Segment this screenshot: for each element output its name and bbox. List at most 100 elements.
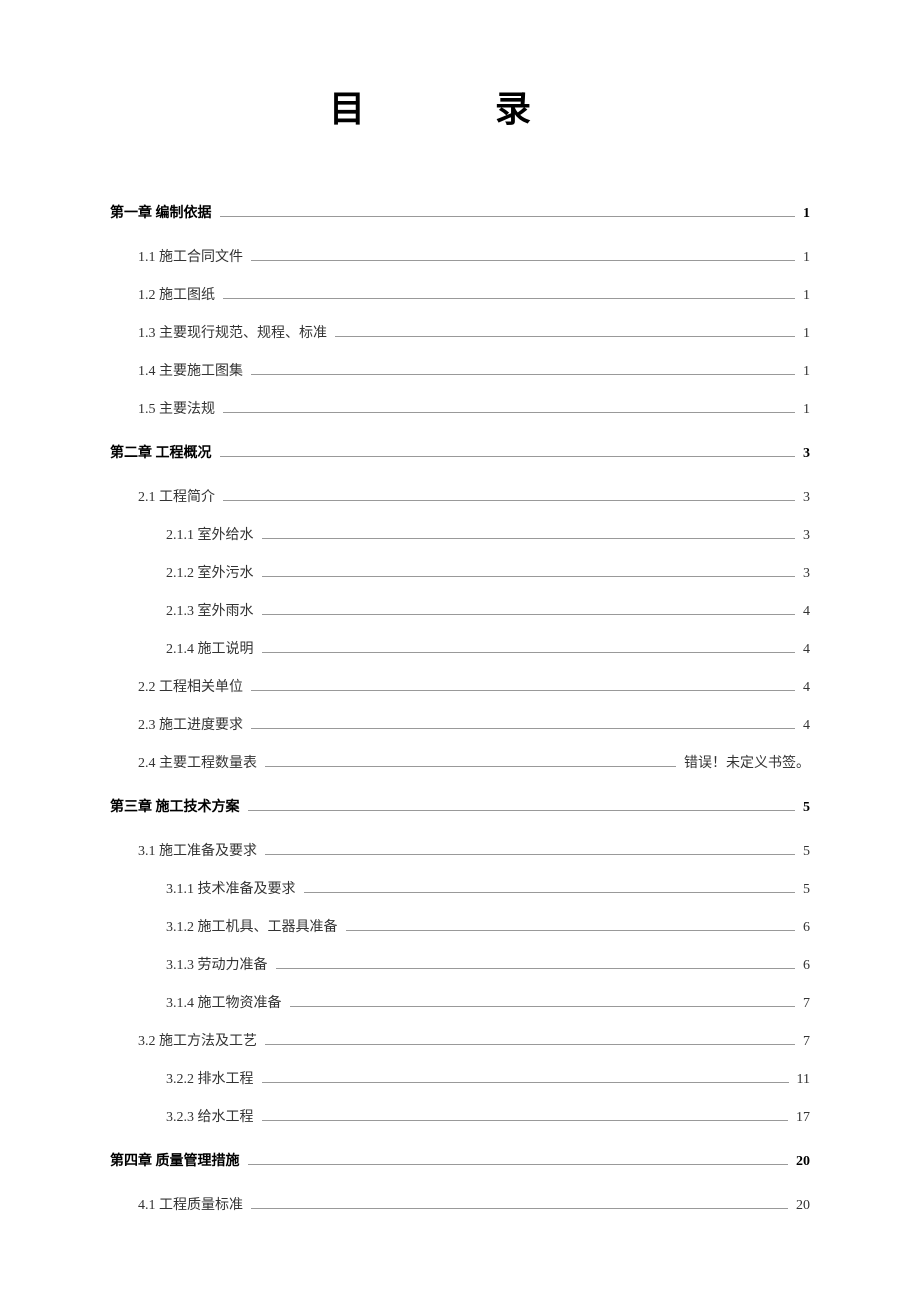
toc-row: 3.1.4 施工物资准备7 xyxy=(110,992,810,1012)
toc-label: 2.1.2 室外污水 xyxy=(166,562,258,582)
toc-label: 2.4 主要工程数量表 xyxy=(138,752,261,772)
toc-row: 2.1.2 室外污水 3 xyxy=(110,562,810,582)
toc-page: 1 xyxy=(799,206,810,222)
toc-label: 3.2.3 给水工程 xyxy=(166,1106,258,1126)
toc-page: 4 xyxy=(799,680,810,696)
toc-label: 3.1.3 劳动力准备 xyxy=(166,954,272,974)
toc-leader xyxy=(251,260,795,261)
toc-page: 1 xyxy=(799,364,810,380)
toc-leader xyxy=(248,810,796,811)
toc-page: 1 xyxy=(799,402,810,418)
toc-leader xyxy=(220,456,796,457)
toc-row: 2.4 主要工程数量表 错误！未定义书签。 xyxy=(110,752,810,772)
toc-row: 第一章 编制依据 1 xyxy=(110,202,810,222)
toc-leader xyxy=(265,1044,795,1045)
toc-label: 1.3 主要现行规范、规程、标准 xyxy=(138,322,331,342)
toc-leader xyxy=(276,968,796,969)
toc-row: 3.1.2 施工机具、工器具准备 6 xyxy=(110,916,810,936)
toc-label: 1.1 施工合同文件 xyxy=(138,246,247,266)
toc-leader xyxy=(290,1006,796,1007)
toc-row: 2.3 施工进度要求 4 xyxy=(110,714,810,734)
toc-row: 1.2 施工图纸1 xyxy=(110,284,810,304)
toc-label: 3.2.2 排水工程 xyxy=(166,1068,258,1088)
toc-row: 2.1 工程简介 3 xyxy=(110,486,810,506)
toc-row: 2.1.1 室外给水 3 xyxy=(110,524,810,544)
toc-label: 2.1 工程简介 xyxy=(138,486,219,506)
toc-row: 3.1 施工准备及要求 5 xyxy=(110,840,810,860)
toc-row: 第三章 施工技术方案 5 xyxy=(110,796,810,816)
toc-row: 第四章 质量管理措施 20 xyxy=(110,1150,810,1170)
toc-row: 2.1.3 室外雨水 4 xyxy=(110,600,810,620)
toc-page: 7 xyxy=(799,1034,810,1050)
toc-leader xyxy=(262,1082,789,1083)
toc-container: 第一章 编制依据11.1 施工合同文件11.2 施工图纸11.3 主要现行规范、… xyxy=(110,202,810,1214)
toc-leader xyxy=(223,298,795,299)
toc-row: 4.1 工程质量标准 20 xyxy=(110,1194,810,1214)
toc-page: 20 xyxy=(792,1198,810,1214)
toc-leader xyxy=(248,1164,789,1165)
toc-page: 错误！未定义书签。 xyxy=(680,752,810,772)
toc-label: 3.1.2 施工机具、工器具准备 xyxy=(166,916,342,936)
toc-row: 3.1.3 劳动力准备 6 xyxy=(110,954,810,974)
toc-leader xyxy=(262,652,796,653)
toc-page: 5 xyxy=(799,844,810,860)
toc-row: 3.2.3 给水工程 17 xyxy=(110,1106,810,1126)
toc-row: 1.3 主要现行规范、规程、标准 1 xyxy=(110,322,810,342)
toc-leader xyxy=(304,892,796,893)
toc-leader xyxy=(223,412,795,413)
toc-label: 第二章 工程概况 xyxy=(110,442,216,462)
page-title: 目 录 xyxy=(110,80,810,132)
toc-label: 第一章 编制依据 xyxy=(110,202,216,222)
toc-page: 17 xyxy=(792,1110,810,1126)
toc-row: 2.1.4 施工说明 4 xyxy=(110,638,810,658)
toc-leader xyxy=(346,930,796,931)
toc-label: 2.2 工程相关单位 xyxy=(138,676,247,696)
toc-label: 3.1.1 技术准备及要求 xyxy=(166,878,300,898)
toc-page: 4 xyxy=(799,718,810,734)
toc-label: 2.3 施工进度要求 xyxy=(138,714,247,734)
toc-row: 3.2.2 排水工程11 xyxy=(110,1068,810,1088)
toc-page: 4 xyxy=(799,642,810,658)
toc-leader xyxy=(262,614,796,615)
toc-page: 4 xyxy=(799,604,810,620)
toc-row: 1.5 主要法规 1 xyxy=(110,398,810,418)
toc-label: 4.1 工程质量标准 xyxy=(138,1194,247,1214)
toc-page: 6 xyxy=(799,920,810,936)
toc-leader xyxy=(265,854,795,855)
toc-page: 5 xyxy=(799,800,810,816)
toc-label: 第三章 施工技术方案 xyxy=(110,796,244,816)
toc-leader xyxy=(251,374,795,375)
toc-row: 3.2 施工方法及工艺 7 xyxy=(110,1030,810,1050)
toc-label: 3.1 施工准备及要求 xyxy=(138,840,261,860)
toc-label: 2.1.4 施工说明 xyxy=(166,638,258,658)
toc-label: 1.4 主要施工图集 xyxy=(138,360,247,380)
toc-page: 1 xyxy=(799,326,810,342)
toc-page: 1 xyxy=(799,250,810,266)
toc-page: 3 xyxy=(799,566,810,582)
toc-page: 3 xyxy=(799,446,810,462)
toc-row: 1.4 主要施工图集 1 xyxy=(110,360,810,380)
toc-row: 第二章 工程概况 3 xyxy=(110,442,810,462)
toc-page: 3 xyxy=(799,528,810,544)
toc-label: 3.2 施工方法及工艺 xyxy=(138,1030,261,1050)
toc-leader xyxy=(251,690,795,691)
toc-page: 20 xyxy=(792,1154,810,1170)
toc-label: 1.5 主要法规 xyxy=(138,398,219,418)
toc-leader xyxy=(251,1208,788,1209)
toc-page: 7 xyxy=(799,996,810,1012)
toc-leader xyxy=(251,728,795,729)
toc-leader xyxy=(335,336,795,337)
toc-leader xyxy=(223,500,795,501)
toc-leader xyxy=(220,216,796,217)
toc-label: 2.1.1 室外给水 xyxy=(166,524,258,544)
toc-row: 1.1 施工合同文件 1 xyxy=(110,246,810,266)
toc-page: 5 xyxy=(799,882,810,898)
toc-label: 第四章 质量管理措施 xyxy=(110,1150,244,1170)
toc-page: 6 xyxy=(799,958,810,974)
toc-leader xyxy=(262,576,796,577)
toc-label: 1.2 施工图纸 xyxy=(138,284,219,304)
toc-row: 3.1.1 技术准备及要求 5 xyxy=(110,878,810,898)
toc-row: 2.2 工程相关单位 4 xyxy=(110,676,810,696)
toc-page: 3 xyxy=(799,490,810,506)
toc-label: 2.1.3 室外雨水 xyxy=(166,600,258,620)
